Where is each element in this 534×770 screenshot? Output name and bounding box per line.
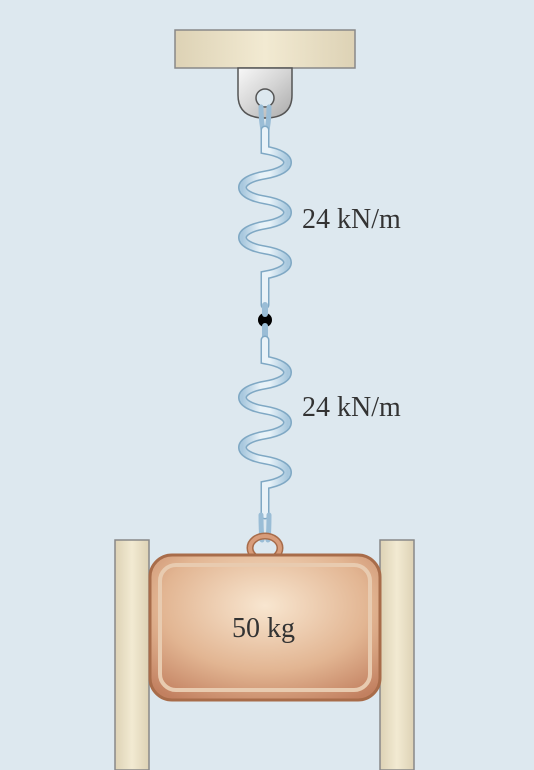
hanger-bracket (238, 68, 292, 118)
spring-top (243, 130, 288, 305)
diagram-svg (0, 0, 534, 770)
guide-rail-left (115, 540, 149, 770)
spring-bottom (243, 340, 288, 515)
ceiling-support (175, 30, 355, 68)
spring-bottom-label: 24 kN/m (302, 392, 401, 424)
guide-rail-right (380, 540, 414, 770)
mass-label: 50 kg (232, 613, 295, 645)
spring-top-label: 24 kN/m (302, 204, 401, 236)
physics-diagram: 24 kN/m 24 kN/m 50 kg (0, 0, 534, 770)
